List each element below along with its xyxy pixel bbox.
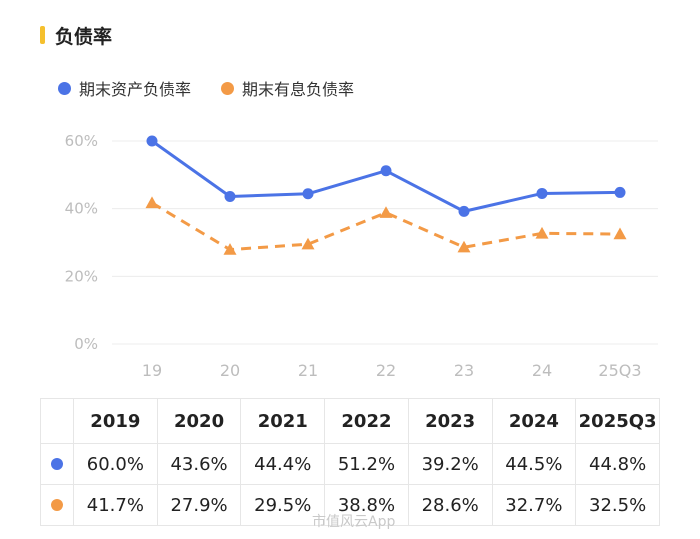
table-cell: 51.2%	[324, 443, 409, 485]
table-cell: 60.0%	[73, 443, 158, 485]
row-marker-interest	[40, 484, 74, 526]
table-cell: 39.2%	[407, 443, 493, 485]
legend-item-total: 期末资产负债率	[58, 76, 191, 100]
chart-title-block: 负债率	[40, 24, 113, 48]
data-point-interest	[145, 196, 159, 209]
x-tick-label: 19	[142, 361, 162, 380]
table-cell: 41.7%	[73, 484, 158, 526]
table-cell: 28.6%	[407, 484, 493, 526]
data-point-total	[536, 187, 548, 199]
data-point-interest	[535, 226, 549, 239]
legend-dot-total	[58, 81, 71, 95]
table-header-cell: 2019	[73, 398, 158, 444]
data-point-interest	[457, 240, 471, 253]
table-header-row: 2019 2020 2021 2022 2023 2024 2025Q3	[40, 398, 660, 444]
table-cell: 32.5%	[575, 484, 660, 526]
x-tick-label: 23	[454, 361, 474, 380]
data-point-interest	[301, 237, 315, 250]
watermark: 市值风云App	[312, 514, 396, 530]
data-point-total	[380, 165, 392, 177]
table-header-cell: 2023	[407, 398, 493, 444]
legend-dot-interest	[221, 81, 235, 95]
line-chart: 0% 20% 40% 60% 19 20 21 22 23 24 25Q3	[65, 132, 658, 380]
row-dot-interest	[51, 498, 63, 511]
table-header-cell: 2025Q3	[575, 398, 660, 444]
data-point-interest	[613, 227, 627, 240]
table-cell: 32.7%	[491, 484, 577, 526]
data-point-interest	[223, 243, 237, 255]
chart-title: 负债率	[55, 25, 113, 48]
y-tick-label: 20%	[65, 267, 98, 285]
row-marker-total	[40, 443, 74, 485]
legend-label-interest: 期末有息负债率	[242, 80, 355, 99]
table-row-interest: 41.7% 27.9% 29.5% 38.8% 28.6% 32.7% 32.5…	[40, 484, 660, 526]
x-tick-label: 22	[376, 361, 396, 380]
row-dot-total	[51, 457, 63, 470]
table-cell: 38.8%	[324, 484, 409, 526]
table-cell: 44.5%	[491, 443, 577, 485]
title-accent-bar	[40, 26, 45, 44]
table-cell: 29.5%	[240, 484, 326, 526]
table-cell: 27.9%	[156, 484, 242, 526]
data-point-total	[224, 190, 236, 202]
legend: 期末资产负债率 期末有息负债率	[58, 76, 384, 100]
table-header-cell: 2022	[324, 398, 409, 444]
data-point-total	[302, 188, 314, 200]
data-point-total	[458, 205, 470, 217]
y-tick-label: 0%	[74, 335, 98, 353]
x-tick-label: 24	[532, 361, 552, 380]
table-cell: 44.8%	[575, 443, 660, 485]
x-tick-label: 20	[220, 361, 240, 380]
table-cell: 43.6%	[156, 443, 242, 485]
data-point-interest	[379, 206, 393, 218]
legend-label-total: 期末资产负债率	[79, 80, 192, 99]
table-header-cell: 2024	[491, 398, 577, 444]
legend-item-interest: 期末有息负债率	[221, 76, 354, 100]
y-tick-label: 60%	[65, 132, 98, 150]
table-row-total: 60.0% 43.6% 44.4% 51.2% 39.2% 44.5% 44.8…	[40, 443, 660, 485]
data-table: 2019 2020 2021 2022 2023 2024 2025Q3 60.…	[40, 398, 660, 526]
table-cell: 44.4%	[240, 443, 326, 485]
y-tick-label: 40%	[65, 200, 98, 218]
x-tick-label: 21	[298, 361, 318, 380]
table-header-cell: 2020	[156, 398, 242, 444]
table-corner-cell	[40, 398, 74, 444]
data-point-total	[146, 135, 158, 147]
data-point-total	[614, 186, 626, 198]
table-header-cell: 2021	[240, 398, 326, 444]
x-tick-label: 25Q3	[598, 361, 641, 380]
